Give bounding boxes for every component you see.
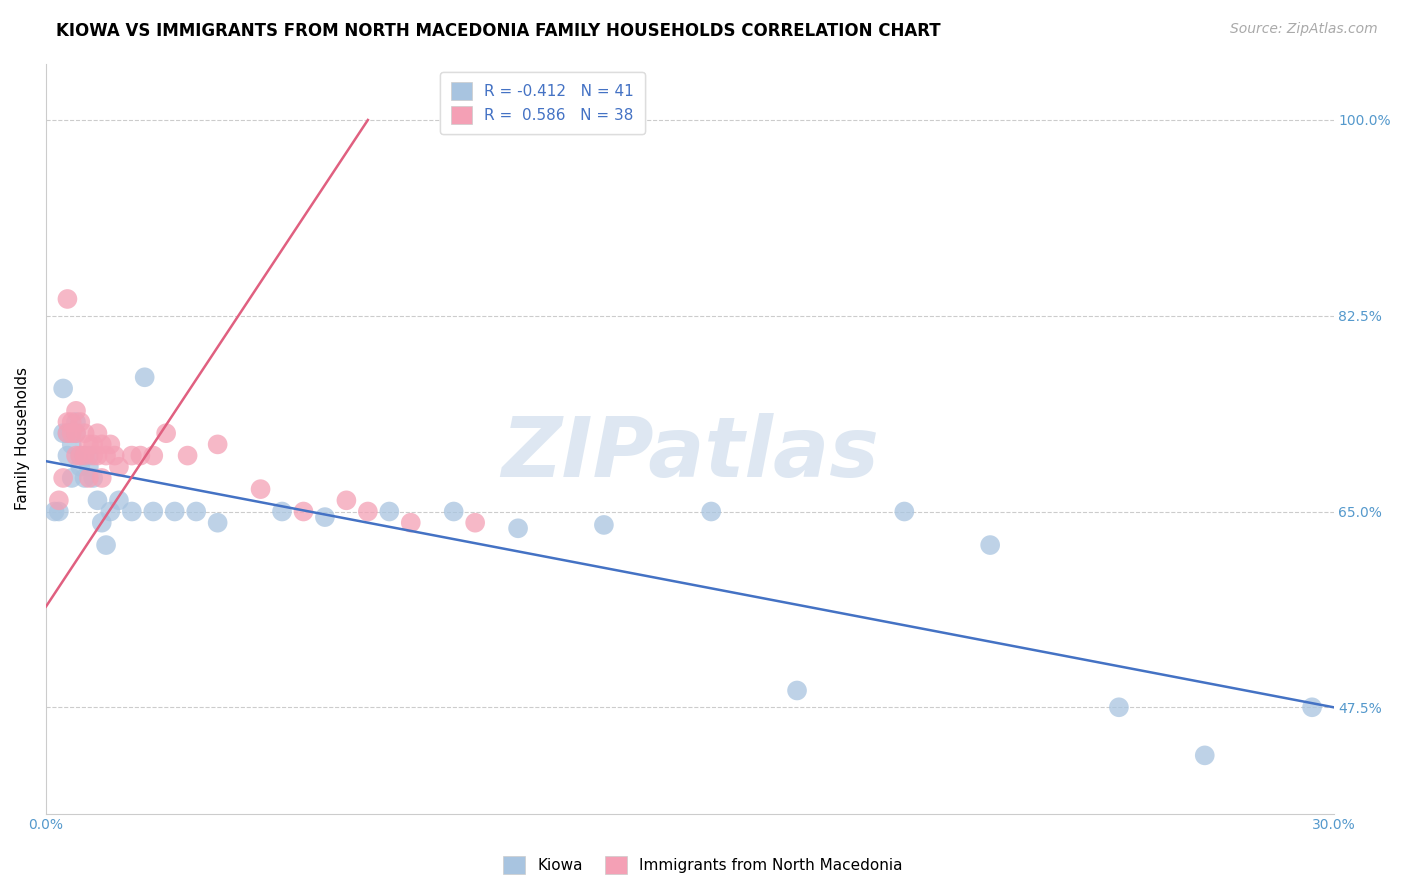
Point bbox=[108, 493, 131, 508]
Point bbox=[65, 426, 87, 441]
Point bbox=[207, 437, 229, 451]
Point bbox=[65, 426, 87, 441]
Text: Source: ZipAtlas.com: Source: ZipAtlas.com bbox=[1230, 22, 1378, 37]
Point bbox=[73, 471, 96, 485]
Point bbox=[142, 504, 165, 518]
Point bbox=[52, 381, 75, 395]
Y-axis label: Family Households: Family Households bbox=[15, 368, 30, 510]
Point bbox=[134, 370, 156, 384]
Point bbox=[90, 471, 112, 485]
Point bbox=[77, 459, 100, 474]
Point bbox=[1108, 700, 1130, 714]
Point bbox=[65, 404, 87, 418]
Point bbox=[77, 471, 100, 485]
Point bbox=[94, 538, 117, 552]
Legend: R = -0.412   N = 41, R =  0.586   N = 38: R = -0.412 N = 41, R = 0.586 N = 38 bbox=[440, 71, 644, 135]
Point bbox=[60, 415, 83, 429]
Point bbox=[176, 449, 198, 463]
Point bbox=[60, 426, 83, 441]
Point bbox=[52, 471, 75, 485]
Point bbox=[142, 449, 165, 463]
Point bbox=[48, 493, 70, 508]
Point bbox=[1194, 748, 1216, 763]
Point bbox=[163, 504, 186, 518]
Point bbox=[893, 504, 915, 518]
Point bbox=[129, 449, 152, 463]
Point bbox=[98, 437, 121, 451]
Point bbox=[73, 449, 96, 463]
Point bbox=[90, 437, 112, 451]
Point bbox=[77, 437, 100, 451]
Point bbox=[506, 521, 529, 535]
Point bbox=[378, 504, 401, 518]
Point bbox=[104, 449, 127, 463]
Point bbox=[60, 471, 83, 485]
Point bbox=[82, 437, 104, 451]
Point bbox=[593, 517, 616, 532]
Point bbox=[108, 459, 131, 474]
Point bbox=[399, 516, 422, 530]
Point bbox=[69, 415, 91, 429]
Point bbox=[357, 504, 380, 518]
Point bbox=[77, 449, 100, 463]
Point bbox=[1301, 700, 1323, 714]
Point bbox=[464, 516, 486, 530]
Point bbox=[52, 426, 75, 441]
Point bbox=[69, 449, 91, 463]
Point bbox=[186, 504, 208, 518]
Point bbox=[979, 538, 1001, 552]
Point bbox=[94, 449, 117, 463]
Point bbox=[335, 493, 357, 508]
Legend: Kiowa, Immigrants from North Macedonia: Kiowa, Immigrants from North Macedonia bbox=[498, 850, 908, 880]
Point bbox=[56, 426, 79, 441]
Point bbox=[73, 426, 96, 441]
Point bbox=[207, 516, 229, 530]
Point bbox=[82, 449, 104, 463]
Point bbox=[700, 504, 723, 518]
Text: ZIPatlas: ZIPatlas bbox=[501, 413, 879, 494]
Point bbox=[56, 449, 79, 463]
Point bbox=[443, 504, 465, 518]
Point bbox=[56, 415, 79, 429]
Point bbox=[86, 493, 108, 508]
Point bbox=[314, 510, 336, 524]
Point bbox=[786, 683, 808, 698]
Point bbox=[56, 426, 79, 441]
Point bbox=[60, 437, 83, 451]
Point bbox=[56, 292, 79, 306]
Point bbox=[249, 482, 271, 496]
Point bbox=[69, 449, 91, 463]
Point bbox=[86, 426, 108, 441]
Point bbox=[98, 504, 121, 518]
Text: KIOWA VS IMMIGRANTS FROM NORTH MACEDONIA FAMILY HOUSEHOLDS CORRELATION CHART: KIOWA VS IMMIGRANTS FROM NORTH MACEDONIA… bbox=[56, 22, 941, 40]
Point bbox=[155, 426, 177, 441]
Point bbox=[292, 504, 315, 518]
Point bbox=[82, 471, 104, 485]
Point bbox=[65, 415, 87, 429]
Point bbox=[121, 504, 143, 518]
Point bbox=[271, 504, 294, 518]
Point bbox=[65, 449, 87, 463]
Point bbox=[48, 504, 70, 518]
Point bbox=[86, 449, 108, 463]
Point bbox=[90, 516, 112, 530]
Point bbox=[73, 449, 96, 463]
Point bbox=[44, 504, 66, 518]
Point bbox=[121, 449, 143, 463]
Point bbox=[69, 459, 91, 474]
